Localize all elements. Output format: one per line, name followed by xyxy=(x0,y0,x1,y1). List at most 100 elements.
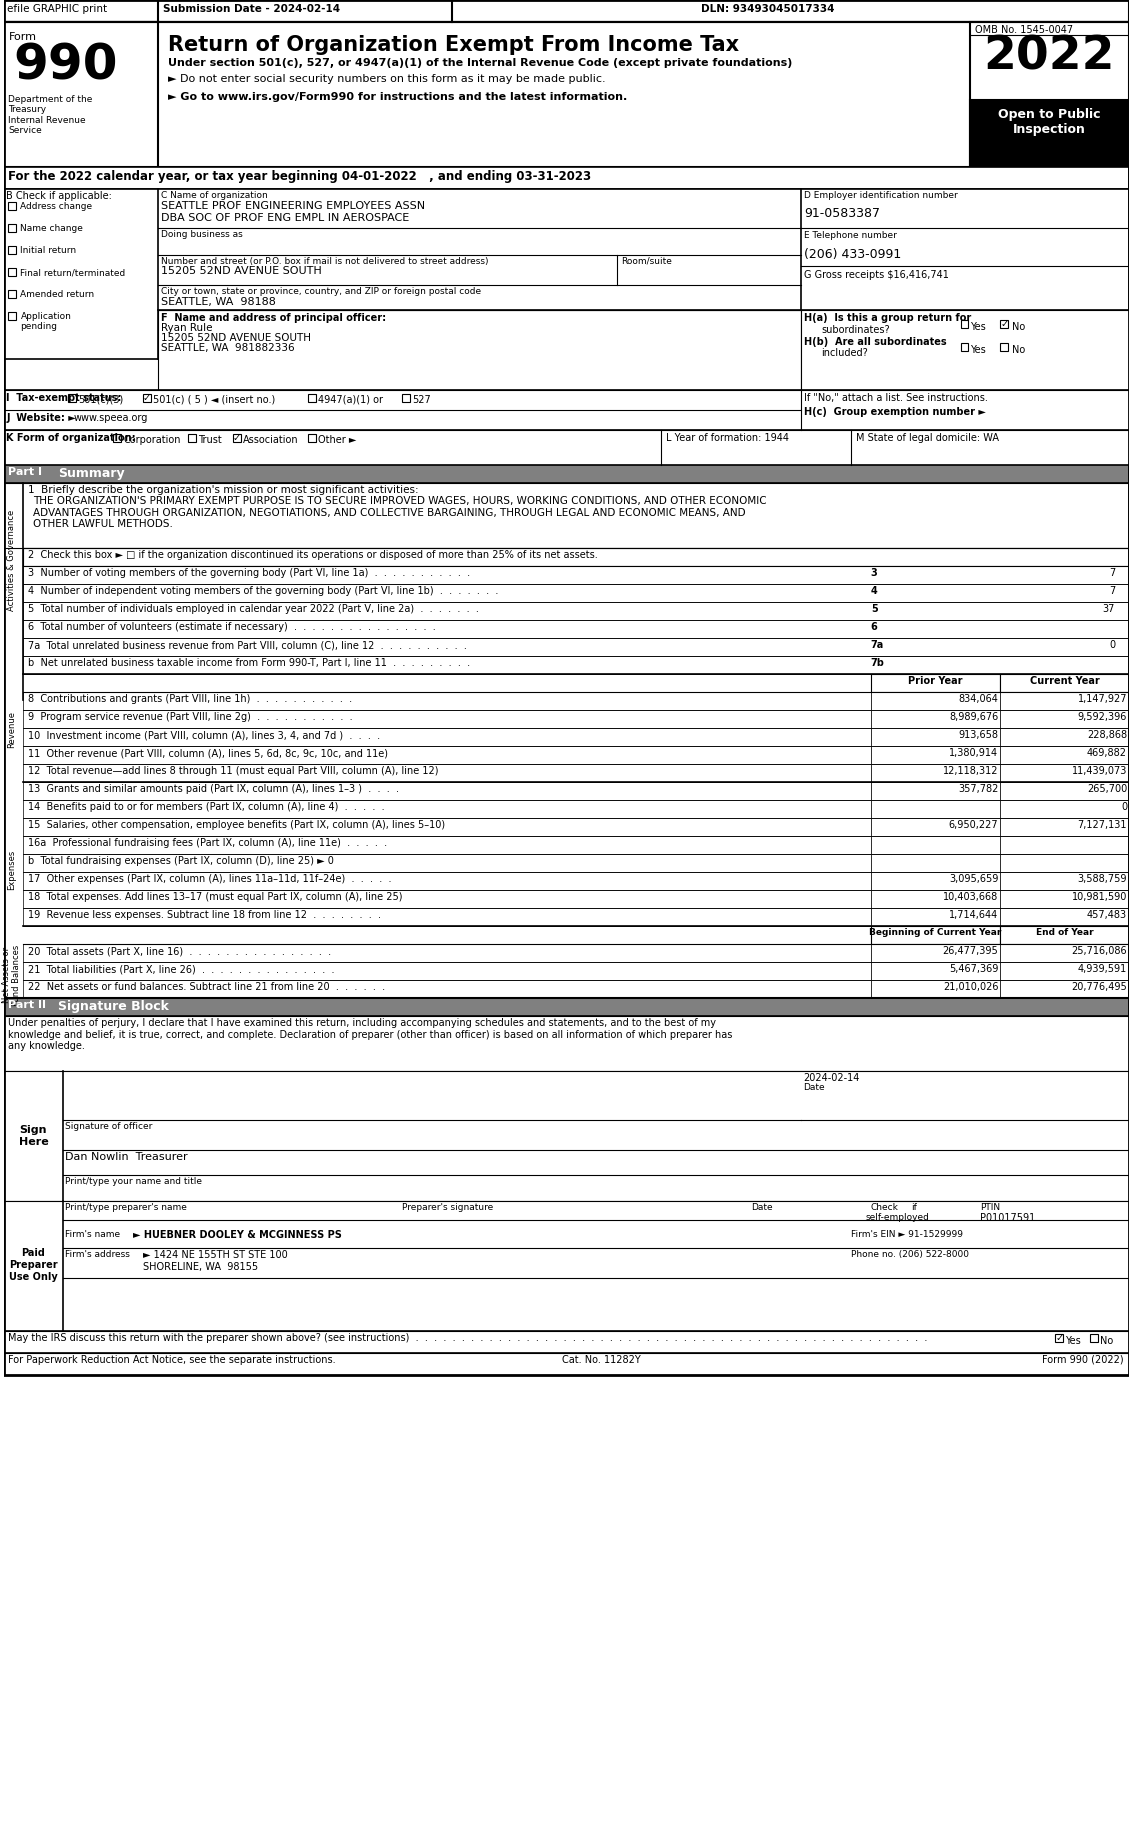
Text: Form: Form xyxy=(9,31,36,43)
Text: K Form of organization:: K Form of organization: xyxy=(7,432,137,444)
Bar xyxy=(24,747,870,763)
Bar xyxy=(24,800,870,819)
Text: 26,477,395: 26,477,395 xyxy=(943,946,998,955)
Bar xyxy=(9,201,17,211)
Text: L Year of formation: 1944: L Year of formation: 1944 xyxy=(666,432,789,444)
Text: Corporation: Corporation xyxy=(123,434,181,445)
Text: self-employed: self-employed xyxy=(866,1212,929,1222)
Text: If "No," attach a list. See instructions.: If "No," attach a list. See instructions… xyxy=(804,394,988,403)
Bar xyxy=(24,584,1129,602)
Text: (206) 433-0991: (206) 433-0991 xyxy=(804,248,901,261)
Text: 15205 52ND AVENUE SOUTH: 15205 52ND AVENUE SOUTH xyxy=(161,333,310,344)
Text: Net Assets or
Fund Balances: Net Assets or Fund Balances xyxy=(2,944,21,1005)
Bar xyxy=(1000,320,1008,327)
Text: 1,147,927: 1,147,927 xyxy=(1077,695,1127,704)
Text: 11  Other revenue (Part VIII, column (A), lines 5, 6d, 8c, 9c, 10c, and 11e): 11 Other revenue (Part VIII, column (A),… xyxy=(28,748,388,758)
Text: 3  Number of voting members of the governing body (Part VI, line 1a)  .  .  .  .: 3 Number of voting members of the govern… xyxy=(28,567,471,578)
Bar xyxy=(870,835,1000,854)
Bar xyxy=(3,998,1129,1016)
Text: 6,950,227: 6,950,227 xyxy=(948,821,998,830)
Text: Activities & Governance: Activities & Governance xyxy=(7,510,16,610)
Bar xyxy=(24,549,1129,565)
Text: Summary: Summary xyxy=(59,468,125,480)
Bar xyxy=(1000,344,1008,351)
Text: Final return/terminated: Final return/terminated xyxy=(20,268,125,277)
Text: Dan Nowlin  Treasurer: Dan Nowlin Treasurer xyxy=(65,1151,187,1162)
Bar xyxy=(24,602,1129,619)
Text: 1,380,914: 1,380,914 xyxy=(949,748,998,758)
Text: Yes: Yes xyxy=(971,346,987,355)
Text: 834,064: 834,064 xyxy=(959,695,998,704)
Text: Beginning of Current Year: Beginning of Current Year xyxy=(869,928,1001,937)
Bar xyxy=(1091,1334,1099,1342)
Bar xyxy=(870,891,1000,907)
Text: City or town, state or province, country, and ZIP or foreign postal code: City or town, state or province, country… xyxy=(161,286,481,296)
Text: 2024-02-14: 2024-02-14 xyxy=(803,1074,859,1083)
Bar xyxy=(1000,979,1129,998)
Text: Revenue: Revenue xyxy=(7,711,16,748)
Text: Prior Year: Prior Year xyxy=(909,676,963,686)
Text: Address change: Address change xyxy=(20,201,93,211)
Text: 20  Total assets (Part X, line 16)  .  .  .  .  .  .  .  .  .  .  .  .  .  .  . : 20 Total assets (Part X, line 16) . . . … xyxy=(28,946,332,955)
Text: 3,095,659: 3,095,659 xyxy=(949,874,998,883)
Text: H(b)  Are all subordinates: H(b) Are all subordinates xyxy=(804,336,946,347)
Bar xyxy=(3,431,1129,466)
Bar xyxy=(1000,872,1129,891)
Bar xyxy=(870,819,1000,835)
Text: Ryan Rule: Ryan Rule xyxy=(161,323,212,333)
Text: OMB No. 1545-0047: OMB No. 1545-0047 xyxy=(975,26,1074,35)
Bar xyxy=(3,188,1129,359)
Bar xyxy=(3,390,1129,431)
Text: 0: 0 xyxy=(1109,639,1115,650)
Text: Date: Date xyxy=(803,1083,824,1092)
Text: 8,989,676: 8,989,676 xyxy=(949,711,998,723)
Text: ✓: ✓ xyxy=(1000,320,1008,329)
Text: Yes: Yes xyxy=(1065,1336,1080,1345)
Text: Open to Public
Inspection: Open to Public Inspection xyxy=(998,107,1101,137)
Text: ✓: ✓ xyxy=(143,394,151,403)
Text: 457,483: 457,483 xyxy=(1087,909,1127,920)
Bar xyxy=(1000,728,1129,747)
Bar xyxy=(24,944,870,963)
Text: May the IRS discuss this return with the preparer shown above? (see instructions: May the IRS discuss this return with the… xyxy=(9,1332,928,1343)
Text: 91-0583387: 91-0583387 xyxy=(804,207,879,220)
Text: D Employer identification number: D Employer identification number xyxy=(804,190,957,200)
Text: B Check if applicable:: B Check if applicable: xyxy=(7,190,113,201)
Text: Application
pending: Application pending xyxy=(20,312,71,331)
Text: 5: 5 xyxy=(870,604,877,614)
Bar xyxy=(3,1201,1129,1331)
Bar xyxy=(24,782,870,800)
Text: 15205 52ND AVENUE SOUTH: 15205 52ND AVENUE SOUTH xyxy=(161,266,322,275)
Bar xyxy=(870,800,1000,819)
Text: Firm's address: Firm's address xyxy=(65,1249,130,1258)
Text: 7,127,131: 7,127,131 xyxy=(1077,821,1127,830)
Text: Yes: Yes xyxy=(971,322,987,333)
Bar xyxy=(24,763,870,782)
Bar xyxy=(24,819,870,835)
Text: Name change: Name change xyxy=(20,224,84,233)
Bar xyxy=(68,394,77,403)
Bar xyxy=(1000,747,1129,763)
Bar xyxy=(24,619,1129,638)
Bar xyxy=(870,926,1000,944)
Text: 8  Contributions and grants (Part VIII, line 1h)  .  .  .  .  .  .  .  .  .  .  : 8 Contributions and grants (Part VIII, l… xyxy=(28,695,352,704)
Text: Sign
Here: Sign Here xyxy=(18,1125,49,1148)
Text: 12,118,312: 12,118,312 xyxy=(943,767,998,776)
Bar xyxy=(24,710,870,728)
Bar xyxy=(870,747,1000,763)
Text: 7a: 7a xyxy=(870,639,884,650)
Text: ► Go to www.irs.gov/Form990 for instructions and the latest information.: ► Go to www.irs.gov/Form990 for instruct… xyxy=(168,92,628,102)
Text: 6: 6 xyxy=(870,623,877,632)
Text: Association: Association xyxy=(243,434,298,445)
Text: 19  Revenue less expenses. Subtract line 18 from line 12  .  .  .  .  .  .  .  .: 19 Revenue less expenses. Subtract line … xyxy=(28,909,382,920)
Text: Firm's EIN ► 91-1529999: Firm's EIN ► 91-1529999 xyxy=(851,1231,963,1238)
Bar xyxy=(1000,926,1129,944)
Bar xyxy=(1000,891,1129,907)
Text: No: No xyxy=(1013,322,1025,333)
Text: Cat. No. 11282Y: Cat. No. 11282Y xyxy=(562,1355,641,1366)
Bar xyxy=(24,638,1129,656)
Bar xyxy=(24,979,870,998)
Text: 3,588,759: 3,588,759 xyxy=(1077,874,1127,883)
Text: 1,714,644: 1,714,644 xyxy=(949,909,998,920)
Text: End of Year: End of Year xyxy=(1036,928,1094,937)
